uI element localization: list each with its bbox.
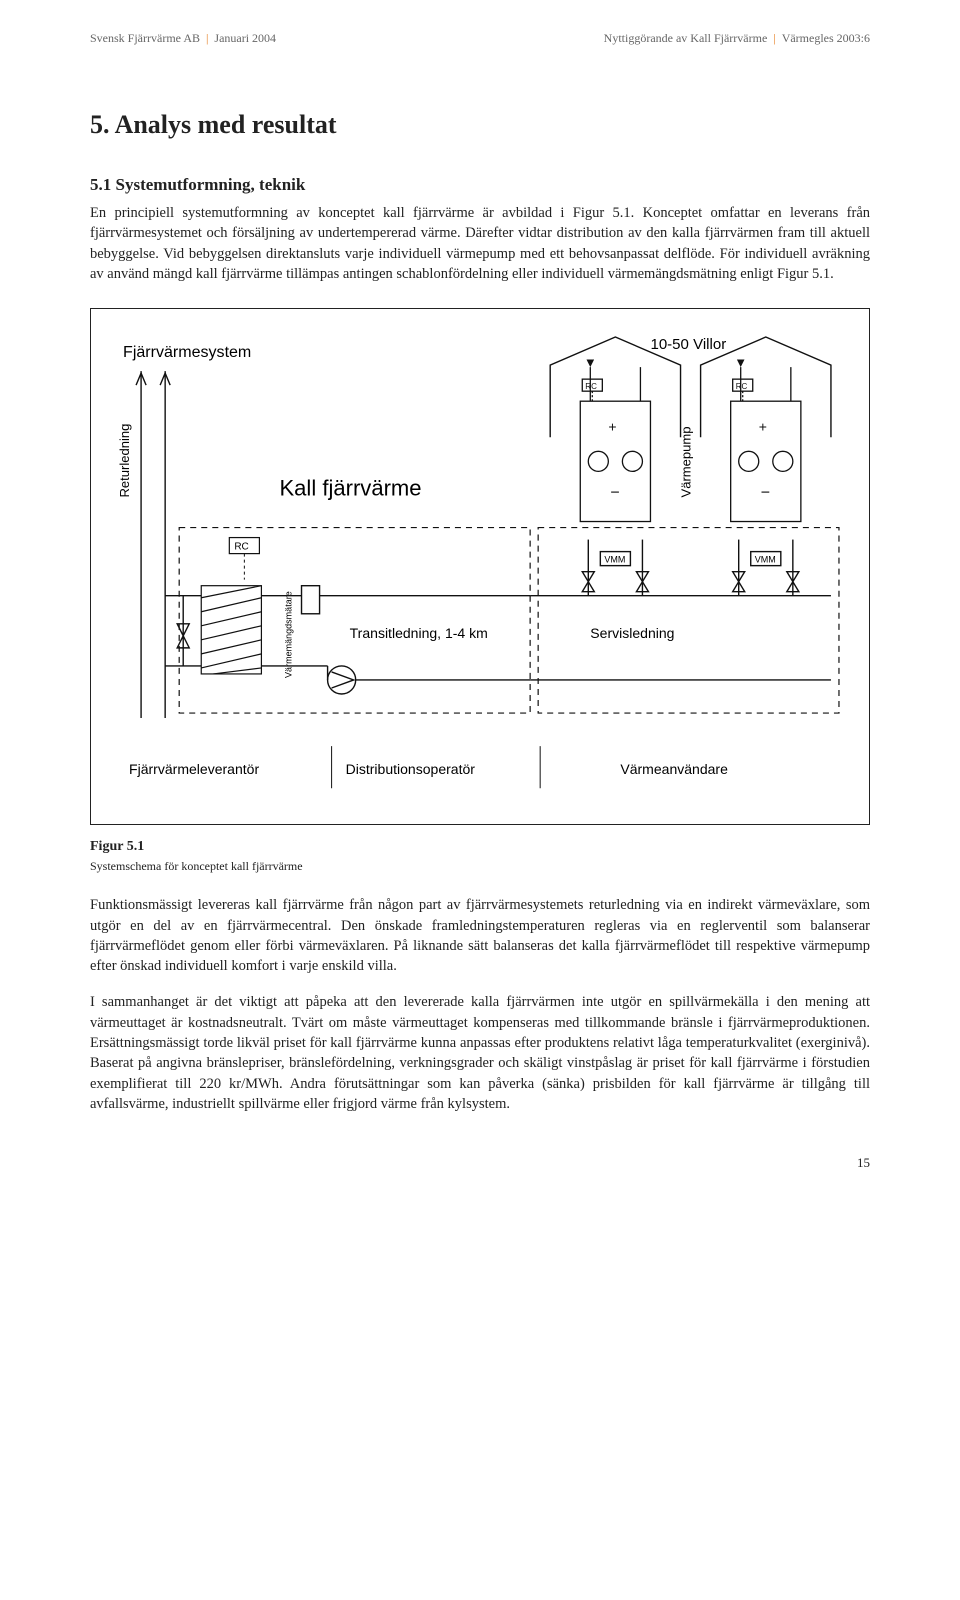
figure-subcaption: Systemschema för konceptet kall fjärrvär… [90, 858, 870, 875]
system-schematic-svg: Fjärrvärmesystem 10-50 Villor Returledni… [109, 327, 851, 808]
label-transit: Transitledning, 1-4 km [350, 625, 488, 641]
paragraph-3: I sammanhanget är det viktigt att påpeka… [90, 992, 870, 1114]
header-left: Svensk Fjärrvärme AB|Januari 2004 [90, 30, 276, 47]
label-system: Fjärrvärmesystem [123, 343, 251, 361]
figure-caption: Figur 5.1 [90, 837, 870, 857]
svg-text:+: + [759, 418, 767, 434]
label-kall: Kall fjärrvärme [279, 476, 421, 501]
label-varmepump: Värmepump [679, 427, 694, 498]
svg-text:RC: RC [234, 542, 248, 553]
label-distributor: Distributionsoperatör [346, 761, 476, 777]
section-heading: 5.1 Systemutformning, teknik [90, 173, 870, 197]
label-servis: Servisledning [590, 625, 674, 641]
svg-text:−: − [761, 484, 770, 502]
label-anvandare: Värmeanvändare [620, 761, 728, 777]
svg-text:RC: RC [585, 382, 597, 391]
figure-5-1: Fjärrvärmesystem 10-50 Villor Returledni… [90, 308, 870, 825]
svg-text:VMM: VMM [755, 555, 776, 565]
svg-text:+: + [608, 418, 616, 434]
paragraph-2: Funktionsmässigt levereras kall fjärrvär… [90, 895, 870, 976]
svg-text:−: − [610, 484, 619, 502]
label-villas: 10-50 Villor [650, 336, 726, 353]
svg-text:VMM: VMM [604, 555, 625, 565]
page-title: 5. Analys med resultat [90, 107, 870, 143]
label-vmm-text: Värmemängdsmätare [283, 591, 293, 678]
label-leverantor: Fjärrvärmeleverantör [129, 761, 259, 777]
header-right: Nyttiggörande av Kall Fjärrvärme|Värmegl… [604, 30, 870, 47]
label-returledning: Returledning [117, 424, 132, 498]
svg-text:RC: RC [736, 382, 748, 391]
paragraph-1: En principiell systemutformning av konce… [90, 203, 870, 284]
page-number: 15 [90, 1154, 870, 1172]
page-header: Svensk Fjärrvärme AB|Januari 2004 Nyttig… [90, 30, 870, 47]
